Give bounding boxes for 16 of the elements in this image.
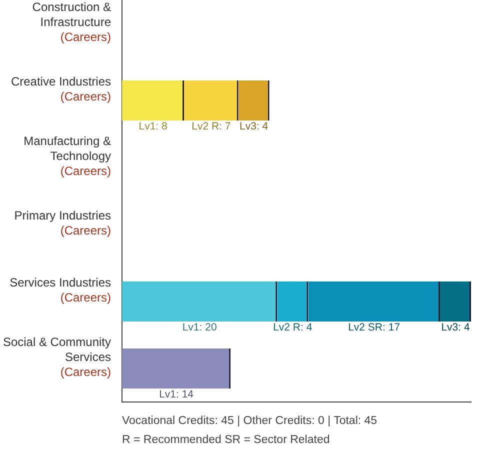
y-tick-label: Services Industries (Careers): [10, 275, 112, 304]
data-label: Lv3: 4: [441, 322, 470, 334]
y-tick-label: Social & Community Services (Careers): [2, 334, 112, 379]
data-label: Lv2 R: 7: [192, 120, 231, 133]
data-label: Lv2 SR: 17: [348, 322, 400, 334]
y-tick-label: Creative Industries (Careers): [10, 74, 112, 104]
text: Vocational Credits: 45 | Other Credits: 0 | Total: 45: [122, 414, 378, 429]
y-tick-label: Construction & Infrastructure (Careers): [32, 0, 112, 44]
y-tick-label: Manufacturing & Technology (Careers): [24, 134, 112, 178]
data-label: Lv1: 8: [138, 120, 168, 133]
data-label: Lv1: 14: [159, 388, 194, 401]
data-label: Lv2 R: 4: [273, 322, 312, 334]
text: R = Recommended SR = Sector Related: [122, 433, 331, 448]
y-tick-label: Primary Industries (Careers): [14, 208, 112, 238]
data-label: Lv3: 4: [240, 120, 268, 133]
data-label: Lv1: 20: [182, 322, 217, 334]
